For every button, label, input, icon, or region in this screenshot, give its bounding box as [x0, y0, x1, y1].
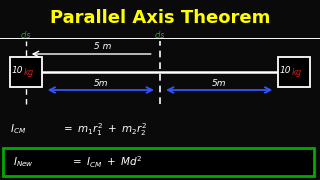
Text: 10: 10	[280, 66, 292, 75]
Text: cls: cls	[20, 31, 31, 40]
Text: $\mathit{I}_{CM}$: $\mathit{I}_{CM}$	[10, 123, 26, 136]
Text: $= \ \mathit{m}_1\mathit{r}_1^2 \ + \ \mathit{m}_2\mathit{r}_2^2$: $= \ \mathit{m}_1\mathit{r}_1^2 \ + \ \m…	[61, 121, 147, 138]
Text: 5 m: 5 m	[94, 42, 111, 51]
Bar	[10, 57, 42, 87]
Text: $= \ \mathit{I}_{CM} \ + \ \mathit{M}\mathit{d}^2$: $= \ \mathit{I}_{CM} \ + \ \mathit{M}\ma…	[70, 154, 143, 170]
Text: cls: cls	[155, 31, 165, 40]
Text: 5m: 5m	[93, 79, 108, 88]
Text: 5m: 5m	[212, 79, 227, 88]
Bar	[3, 148, 314, 176]
Text: Parallel Axis Theorem: Parallel Axis Theorem	[50, 9, 270, 27]
Text: 10: 10	[11, 66, 23, 75]
Text: $\mathit{I}_{New}$: $\mathit{I}_{New}$	[13, 155, 34, 169]
Bar	[278, 57, 310, 87]
Text: kg: kg	[292, 68, 302, 77]
Text: kg: kg	[23, 68, 34, 77]
